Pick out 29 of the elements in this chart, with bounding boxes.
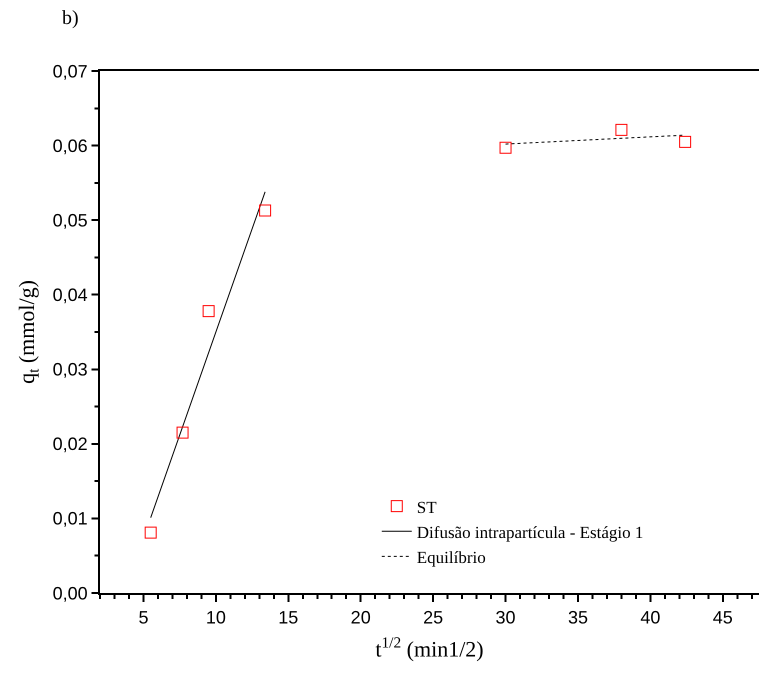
x-tick-label: 45 <box>712 607 733 628</box>
point <box>500 142 512 154</box>
point <box>144 526 157 539</box>
y-tick-label: 0,00 <box>52 583 88 604</box>
x-axis-title: t$^{1/2}$ (min1/2) <box>375 634 484 662</box>
chart-title: b) <box>62 7 79 29</box>
x-tick-label: 5 <box>138 607 148 628</box>
x-tick-label: 15 <box>278 607 298 628</box>
y-tick-label: 0,04 <box>52 285 88 306</box>
x-tick-label: 40 <box>640 607 660 628</box>
point <box>615 124 628 136</box>
point <box>176 426 189 439</box>
y-tick-label: 0,03 <box>52 360 88 380</box>
x-tick-label: 25 <box>423 607 444 628</box>
point <box>679 136 692 148</box>
y-tick-label: 0,05 <box>52 210 88 230</box>
y-tick-label: 0,02 <box>52 434 88 454</box>
x-tick-label: 20 <box>350 607 371 628</box>
x-tick-label: 35 <box>568 607 588 628</box>
y-tick-label: 0,06 <box>52 136 88 156</box>
point <box>202 305 215 318</box>
point <box>259 204 272 216</box>
x-tick-label: 10 <box>206 607 226 628</box>
y-tick-label: 0,07 <box>52 61 88 82</box>
legend-label: ST <box>416 498 438 517</box>
y-tick-label: 0,01 <box>52 508 88 529</box>
legend-label: Difusão intrapartícula - Estágio 1 <box>416 522 644 542</box>
legend-label: Equilíbrio <box>416 548 486 567</box>
x-tick-label: 30 <box>496 607 516 628</box>
